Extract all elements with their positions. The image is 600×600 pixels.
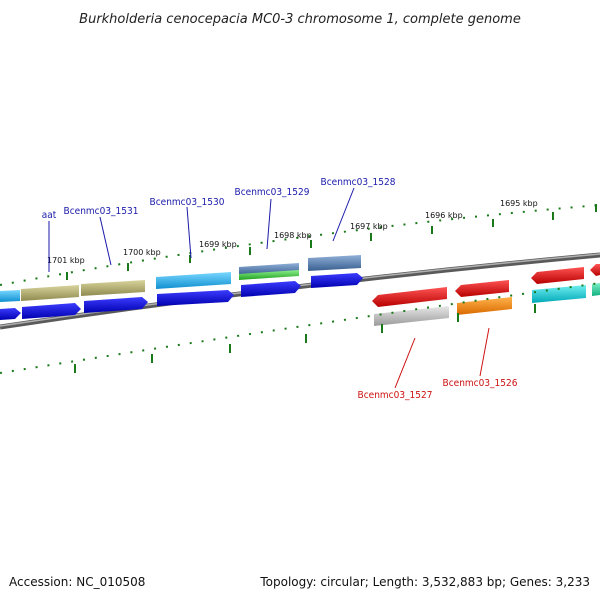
gene-label-bcenmc03-1527: Bcenmc03_1527 <box>358 390 433 401</box>
reverse-feature <box>592 283 600 296</box>
forward-cds-arrows <box>0 273 363 320</box>
scale-label: 1701 kbp <box>47 256 85 265</box>
cds-arrow <box>22 303 81 319</box>
reverse-feature <box>590 264 600 276</box>
forward-gene-labels: aat Bcenmc03_1531 Bcenmc03_1530 Bcenmc03… <box>42 177 396 272</box>
reverse-feature <box>372 287 447 307</box>
gene-label-bcenmc03-1531: Bcenmc03_1531 <box>64 206 139 217</box>
accession-text: Accession: NC_010508 <box>9 575 146 589</box>
reverse-feature <box>374 306 449 326</box>
map-title: Burkholderia cenocepacia MC0-3 chromosom… <box>79 12 521 27</box>
forward-feature <box>308 255 361 271</box>
scale-labels: 1701 kbp 1700 kbp 1699 kbp 1698 kbp 1697… <box>47 199 538 265</box>
scale-label: 1697 kbp <box>350 222 388 231</box>
gene-label-bcenmc03-1530: Bcenmc03_1530 <box>150 197 225 208</box>
forward-strand-features <box>0 255 361 302</box>
scale-label: 1700 kbp <box>123 248 161 257</box>
gene-label-bcenmc03-1526: Bcenmc03_1526 <box>443 378 518 389</box>
gene-label-bcenmc03-1528: Bcenmc03_1528 <box>321 177 396 188</box>
forward-feature <box>21 285 79 301</box>
reverse-gene-labels: Bcenmc03_1527 Bcenmc03_1526 <box>358 327 518 401</box>
lower-tick-scale <box>0 282 600 374</box>
gene-label-bcenmc03-1529: Bcenmc03_1529 <box>235 187 310 198</box>
scale-label: 1699 kbp <box>199 240 237 249</box>
cds-arrow <box>241 281 301 297</box>
reverse-feature <box>455 280 509 297</box>
scale-label: 1696 kbp <box>425 211 463 220</box>
reverse-feature <box>457 297 512 315</box>
forward-feature <box>81 280 145 296</box>
cds-arrow <box>0 308 21 320</box>
forward-feature <box>239 270 299 280</box>
reverse-strand-features <box>372 264 600 326</box>
upper-tick-scale <box>0 204 600 286</box>
reverse-feature <box>532 285 586 303</box>
forward-feature <box>156 272 231 289</box>
scale-label: 1698 kbp <box>274 231 312 240</box>
reverse-feature <box>531 267 584 284</box>
forward-feature <box>0 290 20 302</box>
cds-arrow <box>311 273 363 288</box>
topology-text: Topology: circular; Length: 3,532,883 bp… <box>260 575 590 589</box>
gene-label-aat: aat <box>42 210 57 221</box>
cds-arrow <box>157 290 234 306</box>
cds-arrow <box>84 297 148 313</box>
scale-label: 1695 kbp <box>500 199 538 208</box>
